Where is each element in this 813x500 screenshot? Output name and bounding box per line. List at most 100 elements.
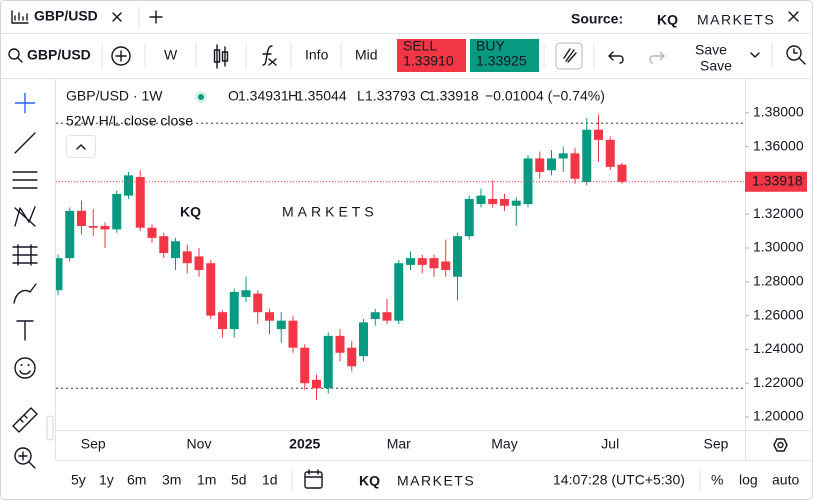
projection-tool[interactable] [12, 244, 38, 266]
tab[interactable]: GBP/USD [11, 8, 122, 24]
brush-tool[interactable] [13, 283, 37, 304]
tab-title: GBP/USD [34, 8, 98, 24]
candle-body [500, 198, 509, 206]
range-button[interactable]: 1d [262, 472, 278, 488]
y-tick-label: 1.36000 [753, 137, 804, 153]
x-tick-label: Nov [187, 436, 212, 452]
drawing-toolbar [12, 93, 54, 469]
range-button[interactable]: 1y [99, 472, 114, 488]
candle-body [182, 251, 192, 264]
watermark-brand: KQ [180, 204, 201, 220]
ohlc-legend: O 1.34931 H1.35044 L 1.33793 C1.33918 [228, 88, 479, 104]
icon-tool[interactable] [14, 357, 36, 379]
buy-price: 1.33925 [476, 53, 527, 69]
candle-body [523, 158, 533, 205]
candle-body [265, 312, 274, 321]
undo-button[interactable] [608, 51, 624, 64]
toolbar-collapse[interactable] [46, 415, 54, 441]
watermark: KQ MARKETS [180, 204, 378, 220]
ohlc-key: L [357, 88, 365, 104]
watermark-brand-rest: MARKETS [282, 204, 378, 220]
range-button[interactable]: 6m [127, 472, 146, 488]
candle-body [488, 198, 498, 205]
ohlc-value: 1.34931 [238, 88, 289, 104]
fib-tool[interactable] [12, 171, 38, 189]
candle-body [88, 226, 98, 228]
legend-collapse[interactable] [66, 135, 96, 158]
quick-search[interactable] [786, 45, 806, 65]
candle-body [312, 379, 321, 389]
trendline-tool[interactable] [14, 132, 36, 154]
symbol: GBP/USD [27, 47, 91, 63]
candle-body [605, 139, 615, 167]
range-button[interactable]: 5d [231, 472, 247, 488]
tab-close[interactable] [112, 12, 122, 22]
ohlc-value: 1.33793 [365, 88, 416, 104]
indicator-label: 52W H/L close close [66, 113, 193, 129]
candle-body [464, 198, 474, 237]
goto-date[interactable] [304, 469, 323, 489]
save-button[interactable]: Save Save [695, 42, 732, 74]
axes: 1.20000 1.22000 1.24000 1.26000 1.28000 1.300… [81, 104, 807, 452]
price-label-bg [745, 171, 807, 192]
measure-tool[interactable] [12, 407, 38, 433]
candle-body [347, 347, 357, 367]
candle-body [276, 320, 286, 330]
info-button[interactable]: Info [305, 47, 329, 63]
indicators-button[interactable] [262, 45, 277, 66]
window-close[interactable] [788, 11, 799, 22]
compare-button[interactable] [111, 46, 131, 66]
range-button[interactable]: 1m [197, 472, 216, 488]
candle-body [135, 177, 145, 228]
redo-button[interactable] [649, 51, 665, 64]
candle-body [406, 258, 415, 265]
legend-change: −0.01004 (−0.74%) [485, 88, 605, 104]
pattern-tool[interactable] [14, 206, 36, 227]
candle-body [194, 256, 204, 270]
symbol-search[interactable]: GBP/USD [8, 47, 91, 63]
candle-body [359, 322, 368, 357]
candle-body [441, 261, 451, 270]
range-buttons: 5y 1y 6m 3m 1m 5d 1d [71, 472, 278, 488]
range-button[interactable]: 5y [71, 472, 86, 488]
zoom-tool[interactable] [14, 447, 36, 469]
new-tab[interactable] [149, 10, 163, 24]
save-menu[interactable] [750, 52, 760, 58]
link-button[interactable] [555, 42, 583, 70]
interval-button[interactable]: W [164, 47, 178, 63]
candle-body [476, 195, 486, 205]
source-label: Source: [571, 11, 623, 27]
x-tick-label: Sep [81, 436, 106, 452]
sell-price: 1.33910 [403, 53, 454, 69]
sell-button[interactable]: SELL 1.33910 [397, 38, 466, 72]
x-tick-label: Jul [601, 436, 619, 452]
candle-body [288, 320, 298, 348]
axis-settings[interactable] [773, 438, 788, 452]
candle-body [382, 312, 392, 321]
candle-body [570, 153, 580, 179]
text-tool[interactable] [16, 320, 34, 341]
auto-toggle[interactable]: auto [772, 472, 799, 488]
percent-toggle[interactable]: % [711, 472, 723, 488]
footer-brand-rest: MARKETS [397, 473, 475, 489]
range-button[interactable]: 3m [162, 472, 181, 488]
candle-body [112, 193, 122, 230]
buy-button[interactable]: BUY 1.33925 [470, 38, 539, 72]
candle-body [453, 236, 462, 277]
chart-type-button[interactable] [213, 44, 229, 69]
y-tick-label: 1.28000 [753, 272, 804, 288]
ohlc-key: H [288, 88, 298, 104]
save-sub: Save [700, 58, 732, 74]
mid-button[interactable]: Mid [355, 47, 378, 63]
ohlc-key: O [228, 88, 239, 104]
price-label: 1.33918 [752, 172, 803, 188]
candle-body [229, 291, 239, 330]
x-tick-label: 2025 [289, 436, 320, 452]
candle-body [617, 164, 627, 182]
candle-body [335, 335, 345, 353]
log-toggle[interactable]: log [739, 472, 758, 488]
buy-label: BUY [476, 38, 505, 54]
crosshair-tool[interactable] [15, 93, 35, 113]
candle-body [56, 258, 63, 291]
